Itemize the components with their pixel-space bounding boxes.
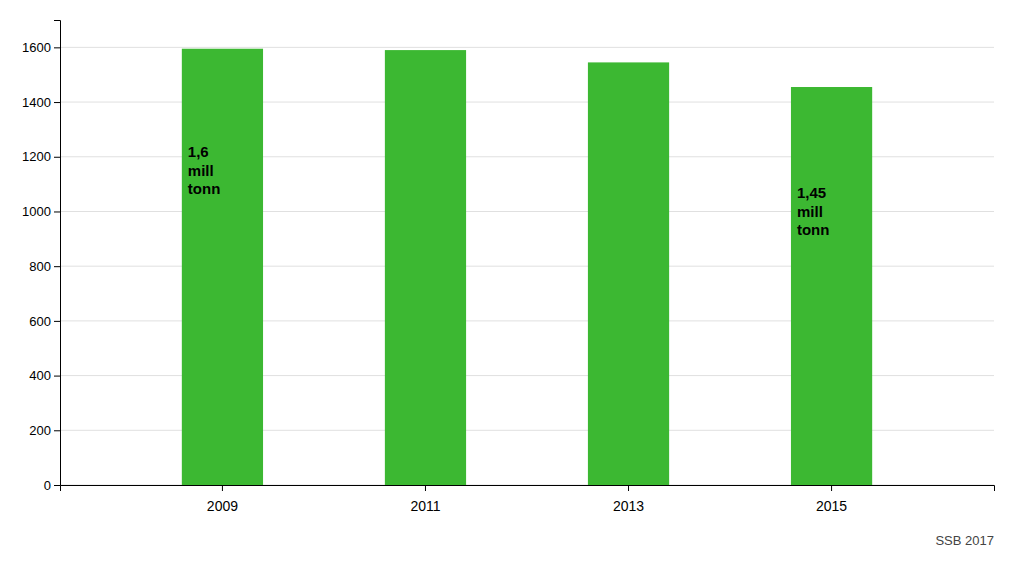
tick-label: 2011 — [410, 498, 440, 514]
tick-label: 2015 — [816, 498, 847, 514]
bar — [182, 49, 263, 485]
tick-label: 1600 — [22, 40, 51, 55]
grid — [60, 47, 994, 485]
tick-label: 200 — [29, 423, 51, 438]
bars — [182, 49, 872, 485]
tick-mark — [54, 376, 60, 377]
tick-mark — [54, 321, 60, 322]
tick: 200 — [29, 423, 60, 438]
tick-label: 0 — [44, 478, 51, 493]
tick-mark — [54, 266, 60, 267]
tick-label: 1200 — [22, 149, 51, 164]
tick: 600 — [29, 314, 60, 329]
tick: 1200 — [22, 149, 60, 164]
annotation: 1,45milltonn — [797, 184, 829, 239]
annotation: 1,6milltonn — [188, 143, 220, 198]
tick-label: 1000 — [22, 204, 51, 219]
tick: 400 — [29, 368, 60, 383]
tick: 2013 — [613, 485, 644, 514]
x-axis: 2009 2011 2013 2015 — [61, 485, 995, 514]
plot: 0 200 400 600 800 1000 1200 1400 1600 2009 2011 201… — [22, 21, 994, 514]
bar — [588, 62, 669, 485]
y-axis: 0 200 400 600 800 1000 1200 1400 1600 — [22, 21, 60, 493]
tick: 0 — [44, 478, 60, 493]
tick: 800 — [29, 259, 60, 274]
tick-mark — [54, 430, 60, 431]
axis-line — [54, 21, 61, 486]
tick-mark — [54, 485, 60, 486]
tick-mark — [54, 211, 60, 212]
source: SSB 2017 — [935, 533, 994, 548]
bar — [385, 50, 466, 485]
tick-mark — [54, 102, 60, 103]
tick: 2011 — [410, 485, 440, 514]
tick: 1400 — [22, 95, 60, 110]
tick: 2009 — [207, 485, 238, 514]
tick-label: 800 — [29, 259, 51, 274]
tick-label: 1400 — [22, 95, 51, 110]
tick: 1600 — [22, 40, 60, 55]
bar — [791, 87, 872, 485]
tick: 2015 — [816, 485, 847, 514]
chart: 0 200 400 600 800 1000 1200 1400 1600 2009 2011 201… — [0, 0, 1024, 565]
tick-label: 400 — [29, 368, 51, 383]
tick: 1000 — [22, 204, 60, 219]
tick-mark — [628, 485, 629, 491]
grid-line — [60, 47, 994, 48]
tick-label: 600 — [29, 314, 51, 329]
tick-label: 2013 — [613, 498, 644, 514]
annotations: 1,6milltonn 1,45milltonn — [188, 143, 830, 239]
tick-label: 2009 — [207, 498, 238, 514]
tick-mark — [222, 485, 223, 491]
tick-mark — [54, 157, 60, 158]
tick-mark — [425, 485, 426, 491]
tick-mark — [54, 47, 60, 48]
tick-mark — [831, 485, 832, 491]
axis-line — [61, 486, 995, 492]
